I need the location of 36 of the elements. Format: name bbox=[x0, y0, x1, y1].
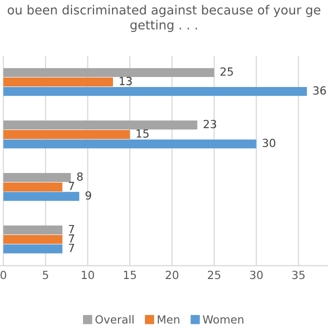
bar bbox=[3, 244, 62, 254]
data-label: 7 bbox=[68, 234, 74, 243]
data-label: 9 bbox=[86, 191, 92, 200]
x-tick-label: 0 bbox=[0, 270, 6, 280]
data-label: 25 bbox=[220, 67, 233, 76]
data-label: 7 bbox=[68, 244, 74, 252]
bar bbox=[3, 68, 214, 78]
data-label: 13 bbox=[120, 76, 132, 86]
bar bbox=[3, 78, 113, 86]
bar bbox=[3, 173, 71, 182]
legend-label: Overall bbox=[95, 315, 134, 324]
legend-label: Men bbox=[158, 315, 180, 324]
data-label: 7 bbox=[68, 224, 74, 234]
data-label: 8 bbox=[77, 172, 83, 181]
data-label: 30 bbox=[262, 138, 276, 148]
bar bbox=[3, 139, 256, 148]
bar bbox=[3, 192, 80, 201]
x-tick-label: 15 bbox=[124, 270, 136, 280]
bar bbox=[3, 130, 130, 139]
bar bbox=[3, 182, 62, 192]
x-tick-label: 20 bbox=[166, 270, 178, 280]
x-tick-label: 5 bbox=[42, 270, 48, 280]
bar bbox=[3, 120, 198, 130]
x-tick-label: 25 bbox=[208, 270, 220, 280]
bar bbox=[3, 226, 62, 234]
chart-title: ou been discriminated against because of your ge getting . . . bbox=[8, 4, 320, 32]
data-label: 7 bbox=[68, 182, 74, 190]
bar bbox=[3, 86, 307, 96]
data-label: 36 bbox=[313, 86, 326, 95]
x-tick-label: 35 bbox=[292, 270, 305, 280]
data-label: 23 bbox=[204, 120, 216, 128]
legend-label: Women bbox=[202, 315, 244, 324]
bar bbox=[3, 234, 62, 244]
data-label: 15 bbox=[136, 129, 149, 138]
x-tick-label: 30 bbox=[250, 270, 263, 280]
x-tick-label: 10 bbox=[82, 270, 94, 280]
